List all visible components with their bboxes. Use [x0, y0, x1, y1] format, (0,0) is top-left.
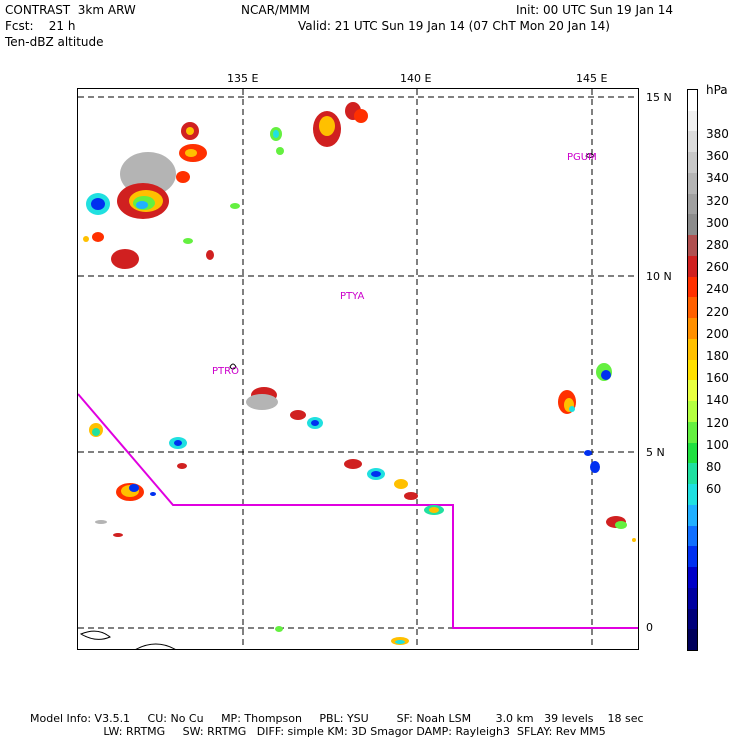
colorbar-label: 360 — [706, 149, 729, 164]
echo-west-blue — [91, 198, 105, 210]
colorbar-segment — [688, 421, 697, 444]
colorbar-label: 100 — [706, 437, 729, 452]
colorbar-segment — [688, 193, 697, 215]
center-name: NCAR/MMM — [241, 3, 311, 17]
colorbar-segment — [688, 214, 697, 236]
echo-nw-blue — [136, 201, 148, 209]
colorbar-segment — [688, 90, 697, 112]
island-outline-ptro — [229, 363, 237, 370]
colorbar-segment — [688, 172, 697, 195]
echo-c2 — [344, 459, 362, 469]
model-info-line1: Model Info: V3.5.1 CU: No Cu MP: Thompso… — [30, 712, 644, 725]
colorbar-segment — [688, 297, 697, 319]
colorbar-label: 300 — [706, 215, 729, 230]
station-ptro: PTRO — [212, 366, 239, 377]
forecast-hour: Fcst: 21 h — [5, 19, 76, 33]
colorbar-label: 380 — [706, 127, 729, 141]
field-name: Ten-dBZ altitude — [5, 35, 104, 49]
model-info-line2: LW: RRTMG SW: RRTMG DIFF: simple KM: 3D … — [30, 725, 606, 738]
colorbar — [687, 89, 698, 651]
island-outline-s — [135, 643, 176, 649]
colorbar-segment — [688, 380, 697, 402]
colorbar-segment — [688, 608, 697, 630]
colorbar-segment — [688, 484, 697, 506]
colorbar-segment — [688, 401, 697, 423]
colorbar-label: 140 — [706, 393, 729, 408]
lon-label-140e: 140 E — [400, 72, 432, 85]
init-time: Init: 00 UTC Sun 19 Jan 14 — [516, 3, 674, 17]
colorbar-segment — [688, 587, 697, 609]
colorbar-label: 340 — [706, 171, 729, 186]
colorbar-label: 240 — [706, 282, 729, 297]
valid-time: Valid: 21 UTC Sun 19 Jan 14 (07 ChT Mon … — [298, 19, 610, 33]
island-outline-sw — [79, 630, 111, 640]
lon-label-145e: 145 E — [576, 72, 608, 85]
colorbar-label: 80 — [706, 460, 722, 474]
colorbar-label: 320 — [706, 193, 729, 208]
colorbar-segment — [688, 131, 697, 153]
lon-label-135e: 135 E — [227, 72, 259, 85]
colorbar-unit: hPa — [706, 83, 728, 97]
echo-n3-red — [176, 171, 190, 183]
lat-label-10n: 10 N — [646, 270, 672, 283]
station-ptya: PTYA — [340, 291, 365, 302]
graticule — [78, 89, 638, 649]
radar-echoes — [83, 102, 636, 645]
colorbar-segment — [688, 546, 697, 568]
colorbar-segment — [688, 338, 697, 361]
colorbar-label: 220 — [706, 304, 729, 319]
echo-sw-red — [111, 249, 139, 269]
colorbar-label: 260 — [706, 260, 729, 275]
colorbar-segment — [688, 255, 697, 278]
lat-label-0: 0 — [646, 621, 653, 634]
colorbar-segment — [688, 525, 697, 547]
colorbar-segment — [688, 318, 697, 340]
colorbar-label: 120 — [706, 415, 729, 430]
colorbar-label: 280 — [706, 238, 729, 252]
colorbar-segment — [688, 110, 697, 132]
model-title: CONTRAST 3km ARW — [5, 3, 136, 17]
colorbar-segment — [688, 504, 697, 527]
colorbar-segment — [688, 629, 697, 651]
colorbar-label: 180 — [706, 349, 729, 363]
colorbar-segment — [688, 567, 697, 589]
map-canvas — [78, 89, 638, 649]
lat-label-5n: 5 N — [646, 446, 665, 459]
colorbar-segment — [688, 276, 697, 298]
colorbar-segment — [688, 463, 697, 485]
colorbar-segment — [688, 359, 697, 381]
station-pgum: PGUM — [567, 152, 597, 163]
colorbar-label: 200 — [706, 326, 729, 341]
lat-label-15n: 15 N — [646, 91, 672, 104]
colorbar-segment — [688, 235, 697, 257]
colorbar-label: 60 — [706, 482, 722, 497]
colorbar-segment — [688, 152, 697, 174]
map-panel: PGUM PTYA PTRO — [77, 88, 639, 650]
colorbar-segment — [688, 442, 697, 464]
boundary-line — [78, 393, 638, 629]
colorbar-label: 160 — [706, 371, 729, 386]
island-outline-guam — [585, 153, 595, 158]
